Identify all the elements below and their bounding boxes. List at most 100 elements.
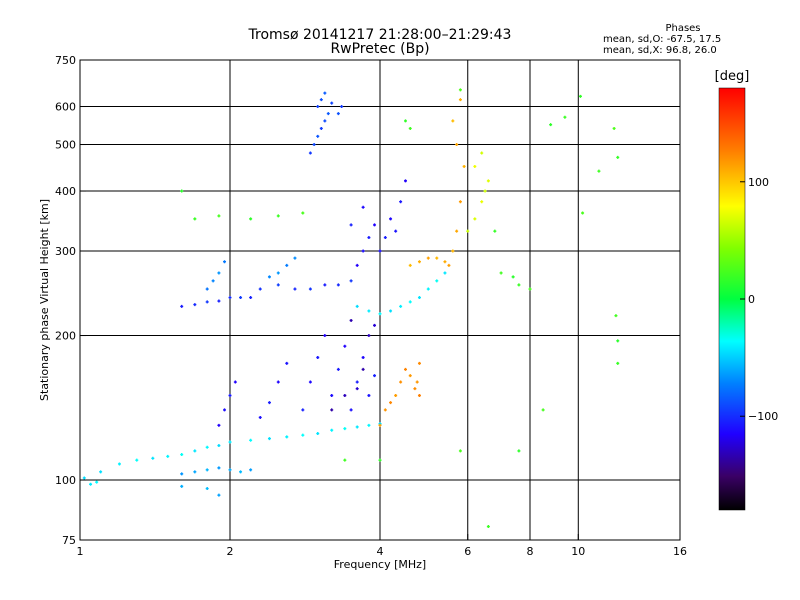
y-tick-label: 75 [62,534,76,547]
data-point [480,200,484,204]
data-point [486,525,490,529]
point-group [330,318,377,412]
data-point [180,304,184,308]
data-point [217,214,221,218]
data-point [151,456,155,460]
y-tick-label: 600 [55,101,76,114]
data-point [417,260,421,264]
data-point [361,205,365,209]
data-point [228,394,232,398]
data-point [89,482,93,486]
data-point [616,155,620,159]
data-point [258,287,262,291]
data-point [285,435,289,439]
data-point [355,263,359,267]
data-point [233,380,237,384]
data-point [355,387,359,391]
point-group [180,88,620,529]
point-group [205,256,297,291]
y-tick-label: 200 [55,330,76,343]
data-point [343,427,347,431]
data-points [82,88,620,529]
x-axis-ticks: 1 2 4 6 8 10 16 [77,534,687,558]
data-point [378,249,382,253]
data-point [541,408,545,412]
data-point [301,433,305,437]
data-point [483,189,487,193]
data-point [355,380,359,384]
data-point [378,423,382,427]
data-point [408,300,412,304]
data-point [349,279,353,283]
y-tick-label: 500 [55,139,76,152]
data-point [228,296,232,300]
data-point [493,229,497,233]
phase-heading: Phases [665,23,701,34]
data-point [301,408,305,412]
data-point [451,119,455,123]
data-point [367,423,371,427]
data-point [239,296,243,300]
data-point [399,380,403,384]
data-point [217,271,221,275]
data-point [563,115,567,119]
data-point [486,179,490,183]
data-point [399,200,403,204]
point-group [355,271,447,316]
data-point [517,449,521,453]
data-point [458,449,462,453]
data-point [193,470,197,474]
data-point [473,217,477,221]
data-point [528,287,532,291]
data-point [223,408,227,412]
data-point [614,314,618,318]
data-point [343,394,347,398]
data-point [323,334,327,338]
phase-mean-o: mean, sd,O: -67.5, 17.5 [603,34,722,45]
data-point [336,367,340,371]
data-point [316,134,320,138]
data-point [180,484,184,488]
data-point [249,296,253,300]
grid-lines [80,60,680,540]
data-point [373,223,377,227]
data-point [383,408,387,412]
data-point [217,299,221,303]
data-point [217,493,221,497]
x-tick-label: 4 [377,545,384,558]
data-point [228,440,232,444]
data-point [228,468,232,472]
data-point [205,287,209,291]
data-point [408,263,412,267]
data-point [211,279,215,283]
data-point [389,401,393,405]
data-point [458,200,462,204]
data-point [417,361,421,365]
data-point [581,211,585,215]
data-point [293,287,297,291]
x-tick-label: 6 [464,545,471,558]
data-point [399,304,403,308]
data-point [205,487,209,491]
data-point [343,344,347,348]
data-point [258,415,262,419]
data-point [95,480,99,484]
data-point [473,164,477,168]
data-point [355,425,359,429]
data-point [455,143,459,147]
data-point [417,394,421,398]
data-point [499,271,503,275]
data-point [308,380,312,384]
data-point [616,361,620,365]
data-point [443,271,447,275]
data-point [378,458,382,462]
point-group [349,179,407,267]
colorbar-ticks: 100 0 −100 [740,176,778,423]
data-point [415,380,419,384]
data-point [373,323,377,327]
data-point [373,374,377,378]
data-point [458,98,462,102]
data-point [99,470,103,474]
data-point [330,408,334,412]
data-point [435,256,439,260]
